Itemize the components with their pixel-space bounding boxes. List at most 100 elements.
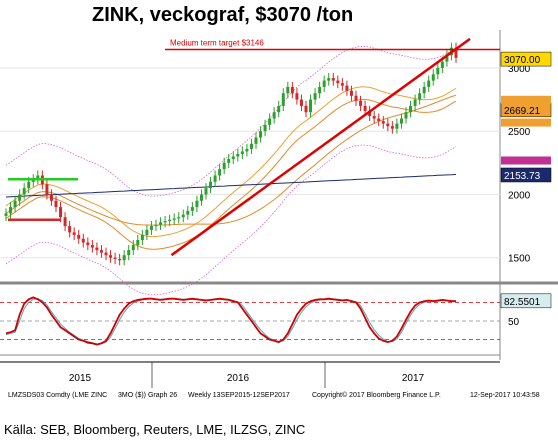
bbg-period: Weekly 13SEP2015-12SEP2017 bbox=[188, 392, 290, 399]
candle-body bbox=[181, 214, 185, 218]
candle-body bbox=[418, 93, 422, 100]
candle-body bbox=[168, 219, 172, 222]
candle-body bbox=[159, 222, 163, 225]
candle-body bbox=[99, 250, 103, 253]
candle-body bbox=[63, 217, 67, 227]
candle-body bbox=[18, 194, 22, 201]
candle-body bbox=[95, 247, 99, 251]
candle-body bbox=[136, 239, 140, 246]
candle-body bbox=[340, 83, 344, 86]
candle-body bbox=[249, 143, 253, 149]
candle-body bbox=[81, 238, 85, 243]
stacked-badge bbox=[501, 156, 551, 165]
candle-body bbox=[272, 112, 276, 119]
x-tick-label: 2015 bbox=[69, 373, 92, 384]
stacked-badge bbox=[501, 118, 551, 127]
candle-body bbox=[45, 184, 49, 195]
candle-body bbox=[231, 156, 235, 160]
candle-body bbox=[186, 210, 190, 215]
candle-body bbox=[127, 250, 131, 256]
candle-body bbox=[318, 86, 322, 94]
price-badge bbox=[500, 51, 552, 67]
candle-body bbox=[245, 148, 249, 152]
candle-body bbox=[90, 245, 94, 248]
candle-body bbox=[390, 126, 394, 129]
candle-body bbox=[331, 78, 335, 81]
candle-body bbox=[199, 194, 203, 201]
candle-body bbox=[409, 105, 413, 113]
price-badge bbox=[500, 167, 552, 183]
candle-body bbox=[454, 47, 458, 58]
candle-body bbox=[113, 257, 117, 259]
x-tick-label: 2017 bbox=[402, 373, 425, 384]
target-line-label: Medium term target $3146 bbox=[170, 38, 264, 47]
candle-body bbox=[349, 90, 353, 96]
candle-body bbox=[209, 181, 213, 189]
candle-body bbox=[404, 112, 408, 119]
candle-body bbox=[427, 80, 431, 87]
price-badge-label: 2153.73 bbox=[504, 171, 541, 182]
candle-body bbox=[68, 226, 72, 233]
bbg-security: LMZSDS03 Comdty (LME ZINC bbox=[8, 392, 107, 399]
chart-title: ZINK, veckograf, $3070 /ton bbox=[92, 4, 354, 26]
candle-body bbox=[259, 131, 263, 138]
candle-body bbox=[49, 194, 53, 201]
candle-body bbox=[399, 118, 403, 124]
y-tick-label: 1500 bbox=[508, 254, 531, 265]
price-badges: 3070.00 2669.21 2153.73 bbox=[500, 51, 552, 183]
candle-body bbox=[218, 169, 222, 176]
candle-body bbox=[345, 85, 349, 91]
moving-averages bbox=[5, 86, 457, 250]
candle-body bbox=[27, 181, 31, 189]
candle-body bbox=[177, 217, 181, 219]
ma-short-upper bbox=[5, 86, 457, 238]
source-footer: Källa: SEB, Bloomberg, Reuters, LME, ILZ… bbox=[4, 422, 306, 437]
candle-body bbox=[236, 153, 240, 157]
candle-body bbox=[363, 105, 367, 111]
y-tick-label: 2000 bbox=[508, 190, 531, 201]
candle-body bbox=[254, 137, 258, 144]
candle-body bbox=[327, 78, 331, 81]
price-badge-label: 3070.00 bbox=[504, 55, 541, 66]
candle-body bbox=[309, 99, 313, 113]
candle-body bbox=[313, 93, 317, 100]
candle-body bbox=[131, 245, 135, 251]
candle-body bbox=[204, 188, 208, 195]
candle-body bbox=[59, 207, 63, 218]
candle-body bbox=[222, 162, 226, 170]
candle-body bbox=[240, 151, 244, 154]
x-tick-label: 2016 bbox=[227, 373, 250, 384]
candle-body bbox=[149, 226, 153, 230]
candle-body bbox=[22, 188, 26, 195]
candle-body bbox=[190, 207, 194, 211]
bbg-timestamp: 12-Sep-2017 10:43:58 bbox=[470, 392, 540, 399]
price-badge-label: 2669.21 bbox=[504, 106, 541, 117]
y-tick-label: 3000 bbox=[508, 64, 531, 75]
candle-body bbox=[77, 234, 81, 239]
oscillator-panel: 50 82.5501 bbox=[0, 293, 552, 346]
candle-body bbox=[290, 86, 294, 94]
candle-body bbox=[36, 175, 40, 180]
candle-body bbox=[268, 118, 272, 125]
candle-body bbox=[227, 159, 231, 163]
candle-body bbox=[277, 105, 281, 113]
candle-body bbox=[336, 80, 340, 84]
candle-body bbox=[122, 255, 126, 261]
oscillator-y-tick: 50 bbox=[508, 317, 520, 328]
candle-body bbox=[13, 200, 17, 208]
candle-body bbox=[395, 123, 399, 129]
candle-body bbox=[54, 200, 58, 208]
candle-body bbox=[118, 258, 122, 261]
candle-body bbox=[431, 74, 435, 81]
candle-body bbox=[154, 224, 158, 227]
candle-body bbox=[263, 124, 267, 132]
candle-body bbox=[299, 99, 303, 106]
candle-body bbox=[4, 213, 8, 216]
candle-body bbox=[281, 93, 285, 106]
candle-body bbox=[381, 121, 385, 124]
bbg-descriptor: 3MO ($)) Graph 26 bbox=[118, 392, 177, 399]
candle-body bbox=[368, 110, 372, 117]
candle-body bbox=[422, 86, 426, 94]
candle-body bbox=[372, 116, 376, 119]
